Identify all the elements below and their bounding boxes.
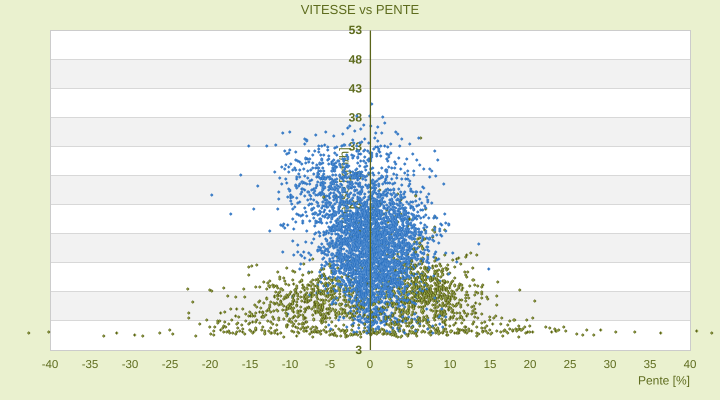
svg-text:-25: -25 [162, 359, 179, 371]
svg-text:40: 40 [684, 359, 697, 371]
svg-text:3: 3 [355, 343, 362, 357]
svg-text:53: 53 [349, 23, 363, 37]
svg-text:-35: -35 [82, 359, 99, 371]
svg-text:0: 0 [367, 359, 373, 371]
svg-text:43: 43 [349, 81, 363, 95]
svg-text:10: 10 [444, 359, 457, 371]
svg-text:35: 35 [644, 359, 657, 371]
svg-text:-15: -15 [242, 359, 259, 371]
svg-text:20: 20 [524, 359, 537, 371]
svg-text:5: 5 [407, 359, 413, 371]
svg-text:-10: -10 [282, 359, 299, 371]
svg-text:-40: -40 [42, 359, 59, 371]
svg-text:25: 25 [564, 359, 577, 371]
svg-text:38: 38 [349, 111, 363, 125]
svg-text:8: 8 [355, 285, 362, 299]
svg-text:-5: -5 [325, 359, 335, 371]
svg-text:48: 48 [349, 52, 363, 66]
svg-text:-30: -30 [122, 359, 139, 371]
svg-text:VITESSE vs PENTE: VITESSE vs PENTE [301, 2, 420, 17]
svg-text:30: 30 [604, 359, 617, 371]
svg-text:Pente [%]: Pente [%] [638, 374, 690, 388]
svg-text:15: 15 [484, 359, 497, 371]
svg-text:-20: -20 [202, 359, 219, 371]
